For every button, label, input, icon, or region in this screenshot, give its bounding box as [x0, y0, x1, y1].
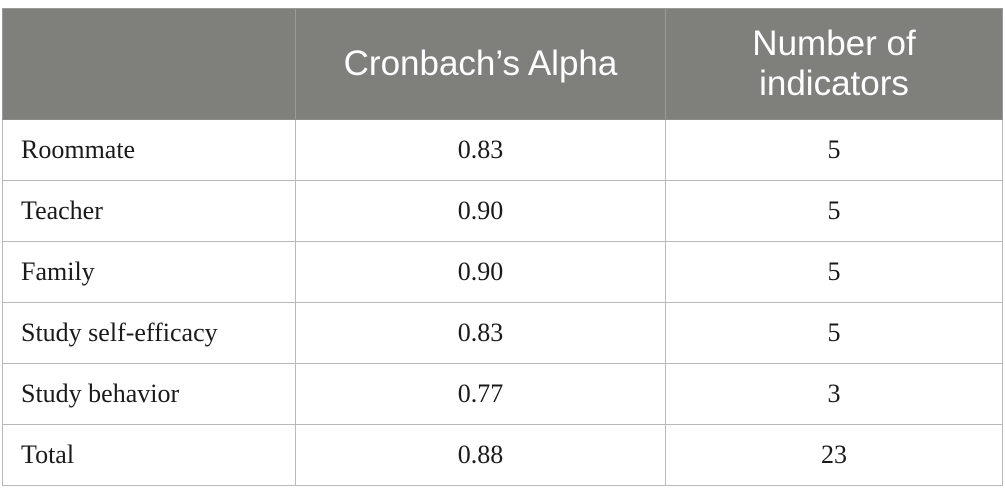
table-row-total: Total 0.88 23	[2, 424, 1003, 486]
reliability-table-container: Cronbach’s Alpha Number of indicators Ro…	[2, 8, 1003, 486]
table-row: Study behavior 0.77 3	[2, 363, 1003, 425]
header-cell-cronbach-alpha: Cronbach’s Alpha	[295, 8, 666, 120]
header-cell-number-of-indicators: Number of indicators	[665, 8, 1003, 120]
header-cell-empty	[2, 8, 296, 120]
row-label: Total	[2, 424, 296, 486]
table-body: Roommate 0.83 5 Teacher 0.90 5 Family 0.…	[2, 119, 1003, 486]
table-row: Family 0.90 5	[2, 241, 1003, 303]
alpha-value: 0.90	[295, 180, 666, 242]
table-row: Teacher 0.90 5	[2, 180, 1003, 242]
table-row: Roommate 0.83 5	[2, 119, 1003, 181]
indicator-count: 5	[665, 119, 1003, 181]
table-row: Study self-efficacy 0.83 5	[2, 302, 1003, 364]
alpha-value: 0.83	[295, 119, 666, 181]
indicator-count: 23	[665, 424, 1003, 486]
table-header: Cronbach’s Alpha Number of indicators	[2, 8, 1003, 120]
reliability-table: Cronbach’s Alpha Number of indicators Ro…	[2, 8, 1003, 486]
indicator-count: 5	[665, 241, 1003, 303]
indicator-count: 5	[665, 180, 1003, 242]
alpha-value: 0.90	[295, 241, 666, 303]
header-row: Cronbach’s Alpha Number of indicators	[2, 8, 1003, 120]
row-label: Family	[2, 241, 296, 303]
indicator-count: 3	[665, 363, 1003, 425]
alpha-value: 0.88	[295, 424, 666, 486]
row-label: Study behavior	[2, 363, 296, 425]
row-label: Teacher	[2, 180, 296, 242]
row-label: Roommate	[2, 119, 296, 181]
alpha-value: 0.77	[295, 363, 666, 425]
alpha-value: 0.83	[295, 302, 666, 364]
indicator-count: 5	[665, 302, 1003, 364]
row-label: Study self-efficacy	[2, 302, 296, 364]
